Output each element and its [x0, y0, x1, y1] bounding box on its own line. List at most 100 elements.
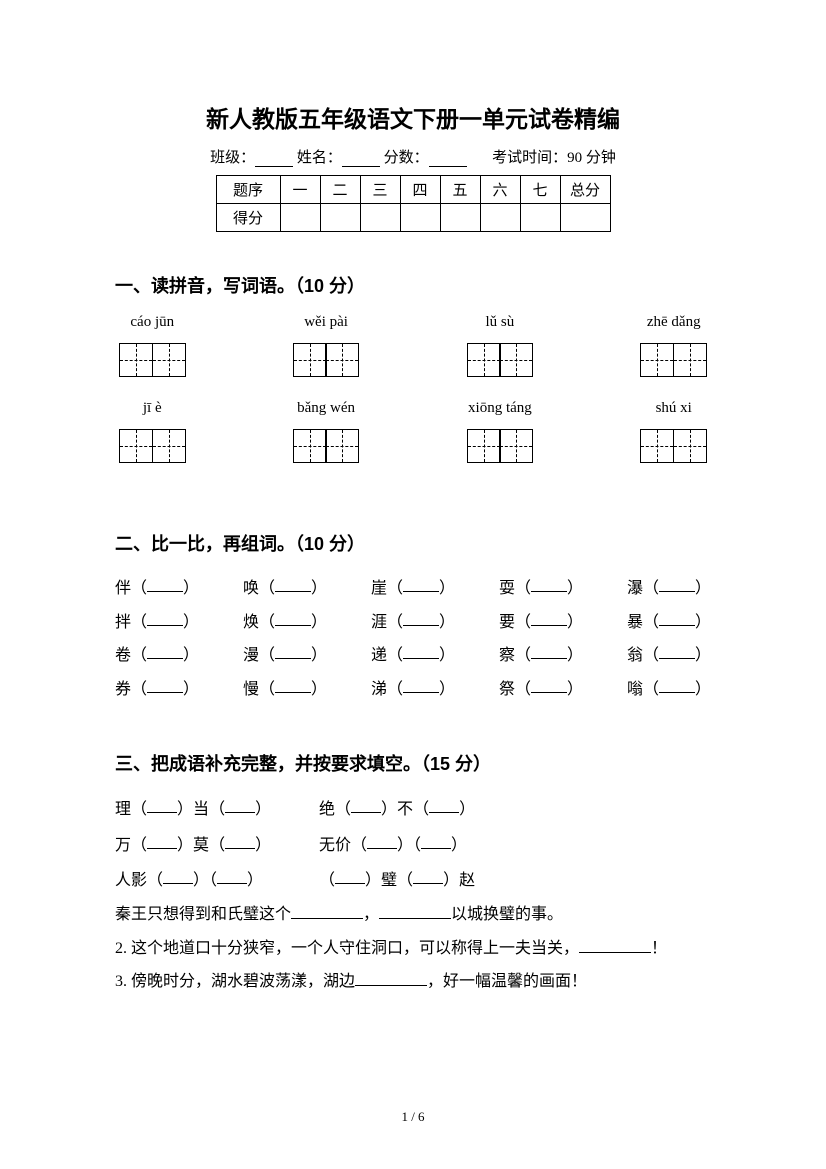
score-blank[interactable] [429, 153, 467, 167]
char: 万 [115, 837, 131, 854]
pinyin-label: jī è [119, 400, 186, 417]
blank[interactable] [291, 905, 363, 919]
score-cell[interactable] [440, 204, 480, 232]
score-label: 分数： [384, 150, 429, 166]
name-label: 姓名： [297, 150, 342, 166]
blank[interactable] [217, 870, 247, 884]
text: 秦王只想得到和氏璧这个 [115, 906, 291, 923]
blank[interactable] [579, 939, 651, 953]
section3-title: 三、把成语补充完整，并按要求填空。（15 分） [115, 750, 711, 776]
text: 2. 这个地道口十分狭窄，一个人守住洞口，可以称得上一夫当关， [115, 940, 579, 957]
blank[interactable] [147, 612, 183, 626]
table-cell: 一 [280, 176, 320, 204]
blank[interactable] [147, 578, 183, 592]
blank[interactable] [225, 799, 255, 813]
char: 嗡 [627, 681, 643, 698]
char: 莫 [193, 837, 209, 854]
char: 理 [115, 801, 131, 818]
tian-box[interactable] [293, 343, 360, 377]
text: ，好一幅温馨的画面！ [427, 973, 587, 990]
char: 慢 [243, 681, 259, 698]
table-cell: 三 [360, 176, 400, 204]
blank[interactable] [275, 578, 311, 592]
blank[interactable] [659, 612, 695, 626]
char: 伴 [115, 580, 131, 597]
char: 崖 [371, 580, 387, 597]
char: 焕 [243, 614, 259, 631]
score-cell[interactable] [360, 204, 400, 232]
table-cell: 题序 [216, 176, 280, 204]
score-table: 题序 一 二 三 四 五 六 七 总分 得分 [216, 175, 611, 232]
blank[interactable] [659, 679, 695, 693]
blank[interactable] [659, 645, 695, 659]
char: 漫 [243, 647, 259, 664]
blank[interactable] [531, 578, 567, 592]
class-label: 班级： [210, 150, 255, 166]
blank[interactable] [163, 870, 193, 884]
pinyin-row-2: jī è bǎng wén xiōng táng shú xi [115, 400, 711, 468]
tian-box[interactable] [640, 429, 707, 463]
char: 察 [499, 647, 515, 664]
blank[interactable] [659, 578, 695, 592]
char: 当 [193, 801, 209, 818]
tian-box[interactable] [119, 429, 186, 463]
info-line: 班级： 姓名： 分数： 考试时间：90 分钟 [115, 146, 711, 167]
pinyin-label: xiōng táng [467, 400, 534, 417]
score-cell[interactable] [520, 204, 560, 232]
exam-time: 考试时间：90 分钟 [492, 150, 616, 166]
blank[interactable] [147, 835, 177, 849]
sentence-1: 秦王只想得到和氏璧这个，以城换璧的事。 [115, 898, 711, 932]
class-blank[interactable] [255, 153, 293, 167]
pinyin-label: zhē dǎng [640, 314, 707, 331]
pinyin-label: wěi pài [293, 314, 360, 331]
exam-title: 新人教版五年级语文下册一单元试卷精编 [115, 100, 711, 134]
idiom-line-3: 人影（）（） （）璧（）赵 [115, 863, 711, 898]
blank[interactable] [531, 612, 567, 626]
char: 无价 [319, 837, 351, 854]
blank[interactable] [335, 870, 365, 884]
score-cell[interactable] [280, 204, 320, 232]
blank[interactable] [147, 645, 183, 659]
score-cell[interactable] [320, 204, 360, 232]
blank[interactable] [413, 870, 443, 884]
compare-block: 伴（） 唤（） 崖（） 耍（） 瀑（） 拌（） 焕（） 涯（） 要（） 暴（） … [115, 572, 711, 706]
table-cell: 六 [480, 176, 520, 204]
score-cell[interactable] [560, 204, 610, 232]
table-cell: 二 [320, 176, 360, 204]
blank[interactable] [403, 578, 439, 592]
blank[interactable] [355, 972, 427, 986]
score-cell[interactable] [400, 204, 440, 232]
sentence-2: 2. 这个地道口十分狭窄，一个人守住洞口，可以称得上一夫当关， ！ [115, 932, 711, 966]
tian-box[interactable] [119, 343, 186, 377]
score-cell[interactable] [480, 204, 520, 232]
table-cell: 五 [440, 176, 480, 204]
blank[interactable] [147, 799, 177, 813]
blank[interactable] [403, 645, 439, 659]
blank[interactable] [367, 835, 397, 849]
blank[interactable] [225, 835, 255, 849]
char: 唤 [243, 580, 259, 597]
section2-title: 二、比一比，再组词。（10 分） [115, 530, 711, 556]
blank[interactable] [429, 799, 459, 813]
blank[interactable] [147, 679, 183, 693]
blank[interactable] [531, 679, 567, 693]
blank[interactable] [351, 799, 381, 813]
table-cell: 七 [520, 176, 560, 204]
blank[interactable] [531, 645, 567, 659]
name-blank[interactable] [342, 153, 380, 167]
blank[interactable] [421, 835, 451, 849]
idiom-line-2: 万（）莫（） 无价（）（） [115, 828, 711, 863]
text: ！ [651, 940, 667, 957]
tian-box[interactable] [640, 343, 707, 377]
tian-box[interactable] [467, 343, 534, 377]
blank[interactable] [403, 679, 439, 693]
blank[interactable] [403, 612, 439, 626]
blank[interactable] [275, 679, 311, 693]
blank[interactable] [379, 905, 451, 919]
char: 绝 [319, 801, 335, 818]
char: 祭 [499, 681, 515, 698]
blank[interactable] [275, 612, 311, 626]
tian-box[interactable] [467, 429, 534, 463]
tian-box[interactable] [293, 429, 360, 463]
blank[interactable] [275, 645, 311, 659]
